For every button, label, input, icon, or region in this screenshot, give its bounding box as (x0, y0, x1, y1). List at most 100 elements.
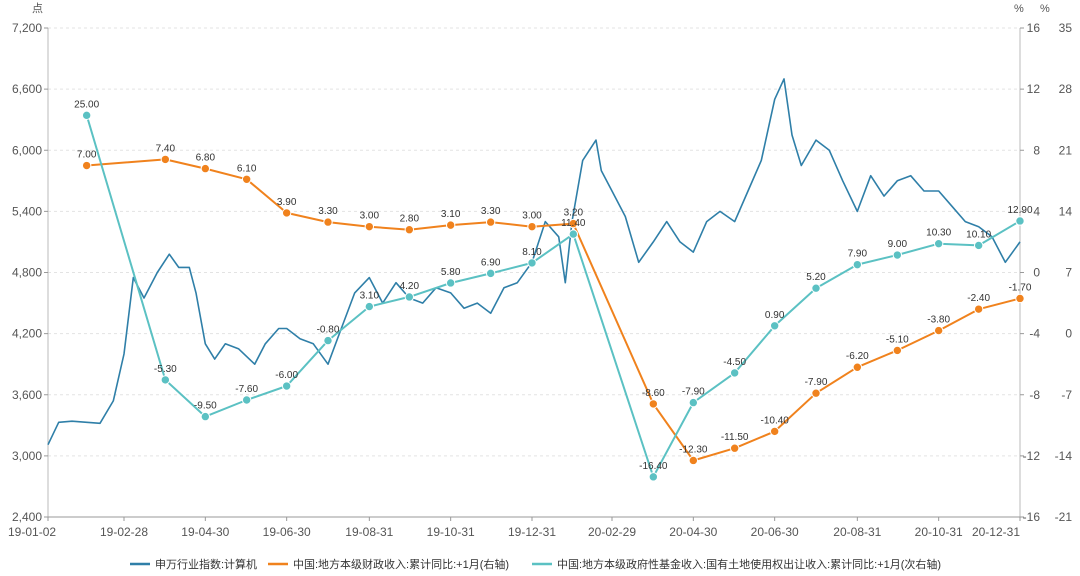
data-label: 3.10 (360, 291, 380, 302)
x-axis-tick-label: 19-12-31 (508, 525, 556, 539)
left-axis-unit: 点 (32, 2, 43, 15)
data-point (364, 221, 375, 232)
data-label: -2.40 (967, 293, 990, 304)
second-right-axis-tick-label: -14 (1055, 449, 1073, 463)
series-layer: 7.00 7.40 6.80 6.10 3.90 3.30 3.00 2.80 3.10 3.30… (47, 78, 1033, 482)
left-axis-tick-label: 5,400 (12, 204, 42, 218)
data-label: 3.30 (481, 206, 501, 217)
data-point (933, 238, 944, 249)
gridlines (48, 27, 1020, 518)
data-point (769, 426, 780, 437)
second-right-axis-tick-label: 35 (1059, 21, 1073, 35)
right-axis-tick-label: 16 (1027, 21, 1041, 35)
data-point (1015, 216, 1025, 226)
left-axis-tick-label: 4,800 (12, 266, 42, 280)
data-point (648, 472, 659, 482)
data-label: 10.30 (926, 228, 951, 239)
data-label: -16.40 (639, 461, 668, 472)
left-axis-tick-label: 3,000 (12, 449, 42, 463)
data-point (852, 362, 863, 372)
data-label: 7.90 (848, 249, 868, 260)
data-label: -7.90 (682, 387, 705, 398)
data-point (200, 411, 211, 422)
data-point (892, 345, 903, 356)
right-axis-tick-label: 12 (1027, 82, 1041, 96)
data-label: 9.00 (888, 239, 908, 250)
series-2: 25.00 -5.30 -9.50 -7.60 -6.00 -0.80 3.10 4.20 5.… (74, 99, 1033, 482)
data-label: 3.90 (277, 197, 297, 208)
second-right-axis-unit: % (1040, 3, 1050, 15)
data-label: 0.90 (765, 310, 785, 321)
data-label: -5.10 (886, 334, 909, 345)
x-axis-tick-label: 19-06-30 (263, 525, 311, 539)
data-point (81, 110, 92, 121)
data-point (281, 381, 292, 391)
data-label: 8.10 (522, 247, 542, 258)
data-label: 6.10 (237, 163, 257, 174)
second-right-axis-tick-label: -7 (1061, 388, 1072, 402)
legend-label: 中国:地方本级财政收入:累计同比:+1月(右轴) (293, 557, 509, 571)
data-label: -1.70 (1009, 282, 1032, 293)
right-axis-tick-label: 0 (1033, 266, 1040, 280)
left-axis-tick-label: 4,200 (12, 327, 42, 341)
second-right-axis-tick-label: 14 (1059, 204, 1073, 218)
legend-item-1: 中国:地方本级财政收入:累计同比:+1月(右轴) (268, 557, 509, 571)
left-axis-tick-label: 3,600 (12, 388, 42, 402)
data-label: 25.00 (74, 99, 99, 110)
left-axis-tick-label: 2,400 (12, 510, 42, 524)
second-right-axis-tick-label: 21 (1059, 143, 1073, 157)
data-point (852, 259, 863, 270)
data-point (445, 220, 456, 230)
data-label: 12.90 (1007, 205, 1032, 216)
data-point (811, 283, 821, 293)
data-point (445, 278, 456, 288)
legend-label: 申万行业指数:计算机 (155, 557, 257, 571)
data-label: 5.20 (806, 272, 826, 283)
data-point (81, 160, 92, 171)
data-point (811, 388, 821, 398)
left-axis-tick-label: 7,200 (12, 21, 42, 35)
data-label: 4.20 (400, 281, 420, 292)
data-point (323, 217, 333, 227)
data-point (688, 455, 699, 466)
data-point (973, 304, 984, 314)
legend-label: 中国:地方本级政府性基金收入:国有土地使用权出让收入:累计同比:+1月(次右轴) (557, 557, 941, 571)
data-label: -10.40 (760, 415, 789, 426)
x-axis-tick-label: 19-04-30 (181, 525, 229, 539)
data-point (688, 397, 699, 408)
legend-item-0: 申万行业指数:计算机 (130, 557, 257, 571)
axes: 2,400 3,000 3,600 4,200 4,800 5,400 6,000 6,600… (8, 2, 1072, 539)
left-axis-tick-label: 6,600 (12, 82, 42, 96)
data-label: -11.50 (721, 432, 749, 443)
data-label: -5.30 (154, 364, 177, 375)
right-axis-tick-label: -16 (1023, 510, 1041, 524)
data-point (527, 258, 537, 268)
data-label: -6.20 (846, 351, 869, 362)
left-axis-tick-label: 6,000 (12, 143, 42, 157)
data-point (1015, 293, 1025, 304)
data-label: 6.80 (196, 153, 216, 164)
data-label: -12.30 (679, 444, 708, 455)
data-point (485, 217, 496, 227)
data-label: -8.60 (642, 388, 665, 399)
right-axis-unit: % (1014, 3, 1024, 15)
data-point (568, 229, 579, 239)
second-right-axis-tick-label: 0 (1065, 327, 1072, 341)
data-label: -3.80 (927, 315, 950, 326)
x-axis-tick-label: 20-02-29 (588, 525, 636, 539)
x-axis-tick-label: 20-10-31 (915, 525, 963, 539)
x-axis-tick-label: 20-04-30 (669, 525, 717, 539)
right-axis-tick-label: 4 (1033, 204, 1040, 218)
series-line (85, 115, 1021, 478)
data-point (527, 221, 537, 232)
data-label: -4.50 (723, 357, 746, 368)
data-label: 10.10 (966, 229, 991, 240)
data-point (769, 321, 780, 331)
right-axis-tick-label: -4 (1029, 327, 1040, 341)
data-label: -7.90 (805, 377, 828, 388)
data-label: 3.00 (522, 211, 542, 222)
data-point (485, 268, 496, 279)
right-axis-tick-label: -8 (1029, 388, 1040, 402)
data-point (323, 335, 333, 346)
